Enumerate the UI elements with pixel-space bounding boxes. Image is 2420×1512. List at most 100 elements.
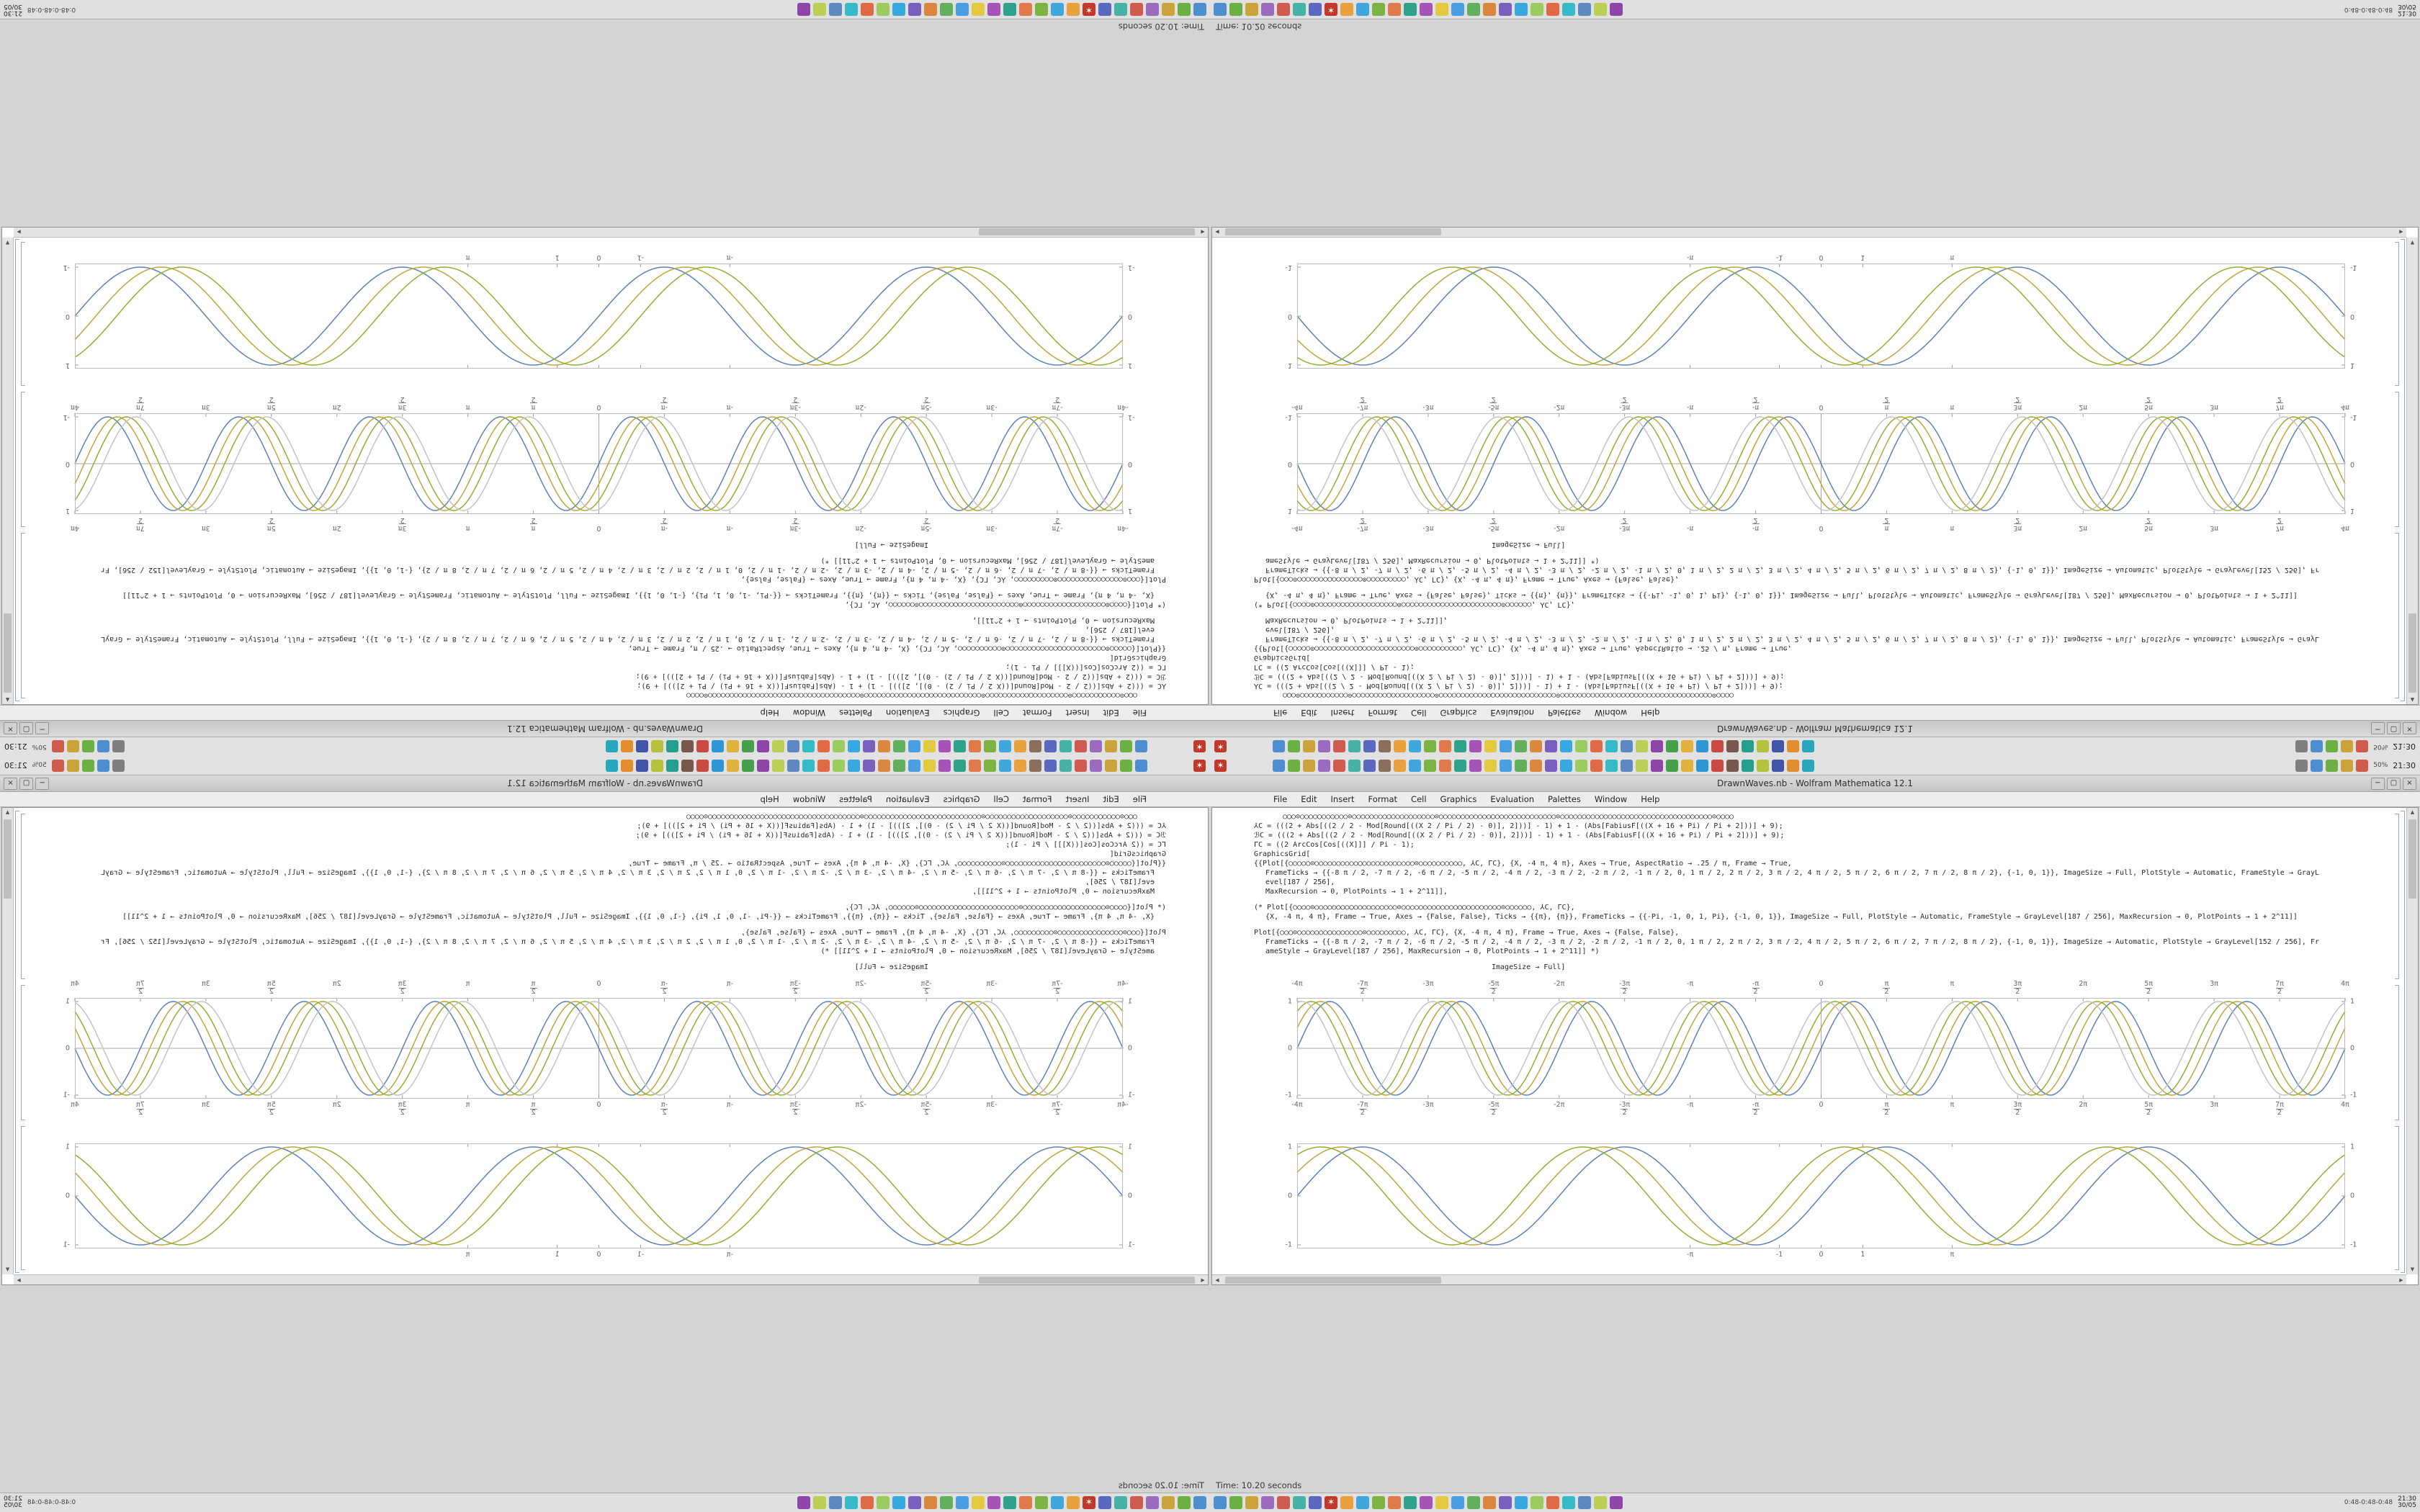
app-icon[interactable] xyxy=(1379,740,1391,753)
app-icon[interactable] xyxy=(1348,759,1361,772)
window-title-bar[interactable]: DrawnWaves.nb - Wolfram Mathematica 12.1… xyxy=(1210,775,2420,792)
app-icon[interactable] xyxy=(2341,740,2354,753)
app-icon[interactable] xyxy=(987,3,1000,16)
code-line[interactable]: ΓC = ((2 ArcCos[Cos[((X]]] / Pi - 1); xyxy=(1254,663,1415,671)
mathematica-spikey-icon[interactable]: ✶ xyxy=(1193,740,1206,753)
app-icon[interactable] xyxy=(1590,759,1603,772)
app-icon[interactable] xyxy=(969,740,981,753)
menu-item-file[interactable]: File xyxy=(1132,794,1147,804)
app-icon[interactable] xyxy=(1467,3,1480,16)
app-icon[interactable] xyxy=(1135,759,1147,772)
app-icon[interactable] xyxy=(984,740,996,753)
code-line[interactable]: FrameTicks → {{-8 π / 2, -7 π / 2, -6 π … xyxy=(101,626,1155,643)
app-icon[interactable] xyxy=(1229,3,1242,16)
code-line[interactable]: {X, -4 π, 4 π}, Frame → True, Axes → {Fa… xyxy=(1265,913,2298,921)
scroll-left-arrow[interactable]: ◀ xyxy=(1201,1277,1205,1283)
app-icon[interactable] xyxy=(802,759,815,772)
app-icon[interactable] xyxy=(1261,1496,1274,1509)
minimize-button[interactable]: − xyxy=(2371,722,2385,734)
app-icon[interactable] xyxy=(1067,1496,1080,1509)
menu-item-graphics[interactable]: Graphics xyxy=(1440,794,1477,804)
notebook-content[interactable]: ○◯○⊙○○○○◯○○○○○○⊙○○○○○○○○◯○○○○○○○○○○⊙○○○○… xyxy=(1212,238,2406,704)
code-line[interactable]: {{Plot[{○○○○○⊙○○○○○○○○○○◯○○○○○○○○○○○○⊙○○… xyxy=(628,644,1166,652)
taskbar-date[interactable]: 30/05 xyxy=(4,3,22,10)
app-icon[interactable] xyxy=(1318,740,1330,753)
app-icon[interactable] xyxy=(787,759,799,772)
app-icon[interactable] xyxy=(1531,3,1543,16)
app-icon[interactable] xyxy=(1531,1496,1543,1509)
app-icon[interactable] xyxy=(51,740,64,753)
window-title-bar[interactable]: DrawnWaves.nb - Wolfram Mathematica 12.1… xyxy=(1210,720,2420,737)
app-icon[interactable] xyxy=(1356,3,1369,16)
app-icon[interactable] xyxy=(606,740,618,753)
app-icon[interactable] xyxy=(1309,1496,1322,1509)
code-line[interactable]: (* Plot[{○○○○⊙○○○○○○○○◯○○○○○○○○○○⊙○○○○○○… xyxy=(845,600,1166,608)
app-icon[interactable] xyxy=(742,740,754,753)
app-icon[interactable] xyxy=(1726,740,1739,753)
app-icon[interactable] xyxy=(1546,1496,1559,1509)
horizontal-scrollbar-thumb[interactable] xyxy=(1225,228,1441,236)
app-icon[interactable] xyxy=(1356,1496,1369,1509)
app-icon[interactable] xyxy=(2356,759,2369,772)
app-icon[interactable] xyxy=(1451,1496,1464,1509)
menu-item-edit[interactable]: Edit xyxy=(1301,708,1317,718)
app-icon[interactable] xyxy=(1636,740,1648,753)
scroll-down-arrow[interactable]: ▼ xyxy=(2410,1266,2415,1272)
app-icon[interactable] xyxy=(1666,759,1678,772)
code-line[interactable]: GraphicsGrid[ xyxy=(1254,654,1311,662)
app-icon[interactable] xyxy=(940,1496,953,1509)
app-icon[interactable] xyxy=(956,3,969,16)
app-icon[interactable] xyxy=(1309,3,1322,16)
app-icon[interactable] xyxy=(51,759,64,772)
vertical-scrollbar-thumb[interactable] xyxy=(2408,819,2416,899)
app-icon[interactable] xyxy=(1120,759,1132,772)
app-icon[interactable] xyxy=(2311,759,2323,772)
app-icon[interactable] xyxy=(66,759,79,772)
app-icon[interactable] xyxy=(833,759,845,772)
app-icon[interactable] xyxy=(772,759,784,772)
app-icon[interactable] xyxy=(1029,759,1041,772)
menu-item-edit[interactable]: Edit xyxy=(1103,708,1119,718)
horizontal-scrollbar[interactable]: ◀ ▶ xyxy=(1212,228,2406,238)
app-icon[interactable] xyxy=(1277,3,1290,16)
app-icon[interactable] xyxy=(848,759,860,772)
app-icon[interactable] xyxy=(1515,1496,1528,1509)
app-icon[interactable] xyxy=(1594,3,1607,16)
app-icon[interactable] xyxy=(848,740,860,753)
horizontal-scrollbar[interactable]: ◀ ▶ xyxy=(14,228,1208,238)
code-line[interactable]: FrameTicks → {{-8 π / 2, -7 π / 2, -6 π … xyxy=(1265,626,2319,643)
app-icon[interactable] xyxy=(636,740,648,753)
app-icon[interactable] xyxy=(1439,759,1451,772)
code-line[interactable]: ImageSize → Full] xyxy=(854,541,928,549)
app-icon[interactable] xyxy=(908,3,921,16)
menu-item-insert[interactable]: Insert xyxy=(1330,708,1355,718)
code-line[interactable]: ΓC = ((2 ArcCos[Cos[((X]]] / Pi - 1); xyxy=(1254,841,1415,849)
code-line[interactable]: ⅄C = (((2 + Abs[((2 / 2 - Mod[Round[((X … xyxy=(1254,682,1783,690)
app-icon[interactable] xyxy=(1500,759,1512,772)
app-icon[interactable] xyxy=(1787,759,1799,772)
app-icon[interactable] xyxy=(1348,740,1361,753)
app-icon[interactable] xyxy=(1420,1496,1433,1509)
app-icon[interactable] xyxy=(1651,759,1663,772)
app-icon[interactable] xyxy=(696,759,709,772)
app-icon[interactable] xyxy=(1044,740,1057,753)
app-icon[interactable] xyxy=(987,1496,1000,1509)
menu-item-palettes[interactable]: Palettes xyxy=(1548,794,1581,804)
app-icon[interactable] xyxy=(651,740,663,753)
app-icon[interactable] xyxy=(681,740,694,753)
app-icon[interactable] xyxy=(1802,759,1814,772)
code-cell[interactable]: ○◯○⊙○○○○◯○○○○○○⊙○○○○○○○○◯○○○○○○○○○○⊙○○○○… xyxy=(100,812,1166,972)
cell-bracket-outer[interactable] xyxy=(2401,239,2405,701)
scroll-left-arrow[interactable]: ◀ xyxy=(1215,229,1219,235)
taskbar-clock[interactable]: 21:30 xyxy=(2398,9,2416,17)
vertical-scrollbar-thumb[interactable] xyxy=(4,819,12,899)
code-line[interactable]: ImageSize → Full] xyxy=(1492,541,1566,549)
horizontal-scrollbar[interactable]: ◀ ▶ xyxy=(14,1274,1208,1284)
app-icon[interactable] xyxy=(1757,740,1769,753)
cell-bracket-plot1[interactable] xyxy=(2395,392,2399,527)
cell-bracket-plot1[interactable] xyxy=(21,392,25,527)
app-icon[interactable] xyxy=(1293,3,1306,16)
app-icon[interactable] xyxy=(1499,1496,1512,1509)
scroll-up-arrow[interactable]: ▲ xyxy=(5,809,10,815)
cell-bracket-code[interactable] xyxy=(2395,814,2399,979)
